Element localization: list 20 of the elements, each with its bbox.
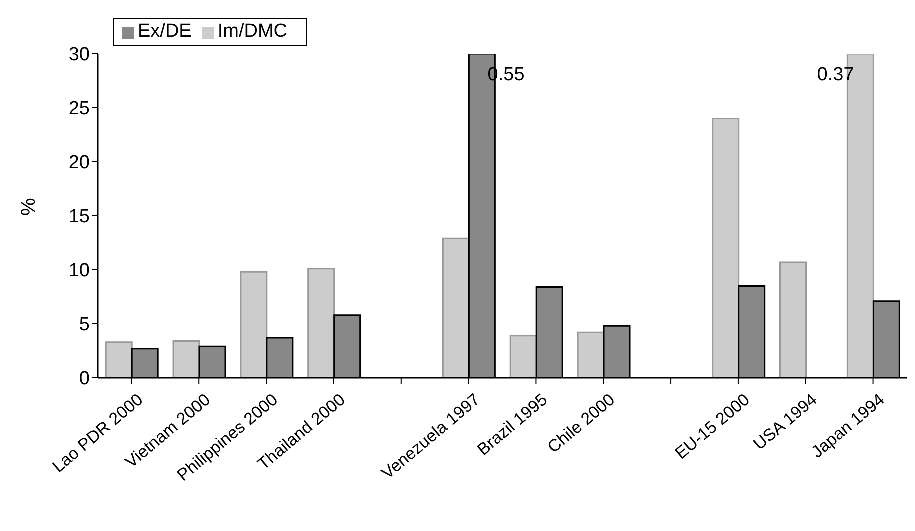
bar bbox=[712, 118, 740, 378]
bar bbox=[240, 271, 268, 378]
y-tick-label: 15 bbox=[68, 206, 90, 228]
bar bbox=[442, 238, 470, 378]
y-tick-label: 25 bbox=[68, 98, 90, 120]
bar bbox=[510, 335, 538, 378]
annotation: 0.37 bbox=[817, 64, 854, 86]
y-tick-label: 20 bbox=[68, 152, 90, 174]
y-tick-label: 30 bbox=[68, 44, 90, 66]
y-tick-label: 5 bbox=[79, 314, 90, 336]
bar bbox=[172, 340, 200, 378]
y-tick-label: 10 bbox=[68, 260, 90, 282]
y-tick-label: 0 bbox=[79, 368, 90, 390]
bar bbox=[308, 268, 336, 378]
bar bbox=[577, 332, 605, 378]
legend-label: Im/DMC bbox=[218, 21, 288, 42]
bar bbox=[780, 262, 808, 378]
legend-label: Ex/DE bbox=[138, 21, 192, 42]
bar bbox=[105, 342, 133, 378]
y-axis-title: % bbox=[18, 198, 40, 216]
